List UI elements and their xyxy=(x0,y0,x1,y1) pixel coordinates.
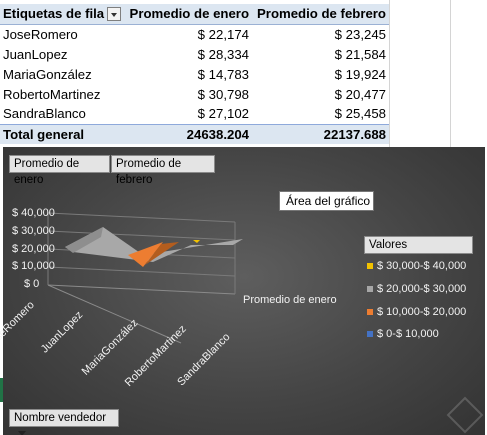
pivot-chart[interactable]: Promedio de enero Promedio de febrero No… xyxy=(0,147,485,435)
legend-label: $ 0-$ 10,000 xyxy=(377,328,439,340)
gridline xyxy=(47,266,236,277)
filter-dropdown-icon[interactable] xyxy=(107,6,122,21)
table-row[interactable]: RobertoMartinez $ 30,798 $ 20,477 xyxy=(0,84,389,104)
floor-line xyxy=(47,284,236,295)
y-tick-label: $ 20,000 xyxy=(12,243,55,255)
total-jan[interactable]: 24638.204 xyxy=(125,123,252,144)
gridline xyxy=(389,0,390,147)
surface-plot xyxy=(47,212,243,344)
field-button-feb[interactable]: Promedio de febrero xyxy=(111,155,215,186)
total-feb[interactable]: 22137.688 xyxy=(252,123,389,144)
pivot-table: Etiquetas de fila Promedio de enero Prom… xyxy=(0,4,389,144)
header-jan[interactable]: Promedio de enero xyxy=(125,4,252,25)
cell-jan[interactable]: $ 30,798 xyxy=(197,86,249,102)
table-row[interactable]: SandraBlanco $ 27,102 $ 25,458 xyxy=(0,104,389,124)
legend-title[interactable]: Valores xyxy=(364,236,473,254)
field-button-vendor-label: Nombre vendedor xyxy=(14,412,107,424)
row-label[interactable]: JuanLopez xyxy=(3,46,68,62)
row-label[interactable]: RobertoMartinez xyxy=(3,86,101,102)
cell-jan[interactable]: $ 22,174 xyxy=(197,26,249,42)
pivot-header-row: Etiquetas de fila Promedio de enero Prom… xyxy=(0,4,389,25)
legend-swatch xyxy=(367,309,373,315)
cell-jan[interactable]: $ 28,334 xyxy=(197,46,249,62)
cell-jan[interactable]: $ 27,102 xyxy=(197,106,249,122)
surface-band-20000-30000 xyxy=(65,227,243,262)
cell-feb[interactable]: $ 20,477 xyxy=(334,86,386,102)
total-label[interactable]: Total general xyxy=(0,123,125,144)
cell-feb[interactable]: $ 21,584 xyxy=(334,46,386,62)
chevron-down-icon xyxy=(18,431,26,435)
y-tick-label: $ 10,000 xyxy=(12,260,55,272)
legend-label: $ 30,000-$ 40,000 xyxy=(377,260,467,272)
legend-swatch xyxy=(367,286,373,292)
legend-swatch xyxy=(367,331,373,337)
cell-feb[interactable]: $ 19,924 xyxy=(334,66,386,82)
y-tick-label: $ 0 xyxy=(24,278,40,290)
header-feb[interactable]: Promedio de febrero xyxy=(252,4,389,25)
total-row[interactable]: Total general 24638.204 22137.688 xyxy=(0,123,389,144)
legend-swatch xyxy=(367,263,373,269)
header-row-labels[interactable]: Etiquetas de fila xyxy=(0,4,125,25)
surface-band-30000-40000 xyxy=(193,240,200,243)
legend-label: $ 20,000-$ 30,000 xyxy=(377,283,467,295)
gridline xyxy=(47,212,236,223)
y-tick-label: $ 30,000 xyxy=(12,225,55,237)
gridline xyxy=(47,230,236,241)
cell-feb[interactable]: $ 23,245 xyxy=(334,26,386,42)
surface-band-10000-20000 xyxy=(145,242,179,265)
sheet-edge-marker xyxy=(0,378,3,402)
row-label[interactable]: MariaGonzález xyxy=(3,66,92,82)
field-button-jan[interactable]: Promedio de enero xyxy=(9,155,110,186)
table-row[interactable]: MariaGonzález $ 14,783 $ 19,924 xyxy=(0,64,389,84)
cell-feb[interactable]: $ 25,458 xyxy=(334,106,386,122)
surface-band-10000-20000 xyxy=(128,242,163,267)
cell-jan[interactable]: $ 14,783 xyxy=(197,66,249,82)
surface-band-20000-30000 xyxy=(65,227,103,253)
header-row-labels-text: Etiquetas de fila xyxy=(3,5,105,21)
row-label[interactable]: JoseRomero xyxy=(3,26,78,42)
y-tick-label: $ 40,000 xyxy=(12,207,55,219)
field-button-vendor[interactable]: Nombre vendedor xyxy=(9,409,119,435)
series-axis-label: Promedio de enero xyxy=(243,294,337,306)
table-row[interactable]: JoseRomero $ 22,174 $ 23,245 xyxy=(0,24,389,44)
row-label[interactable]: SandraBlanco xyxy=(3,106,86,122)
table-row[interactable]: JuanLopez $ 28,334 $ 21,584 xyxy=(0,44,389,64)
gridline xyxy=(450,0,451,147)
chart-area-tooltip: Área del gráfico xyxy=(279,191,374,211)
legend-label: $ 10,000-$ 20,000 xyxy=(377,306,467,318)
floor-line xyxy=(47,284,182,344)
worksheet-grid[interactable]: Etiquetas de fila Promedio de enero Prom… xyxy=(0,0,487,147)
